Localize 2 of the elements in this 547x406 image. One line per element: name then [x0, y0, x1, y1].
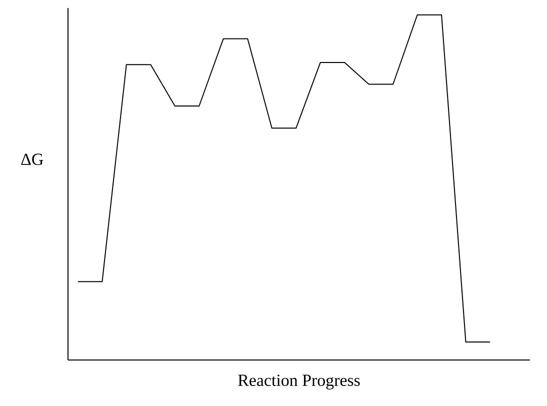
y-axis-title: ΔG [21, 154, 44, 166]
x-axis-title: Reaction Progress [238, 374, 360, 390]
